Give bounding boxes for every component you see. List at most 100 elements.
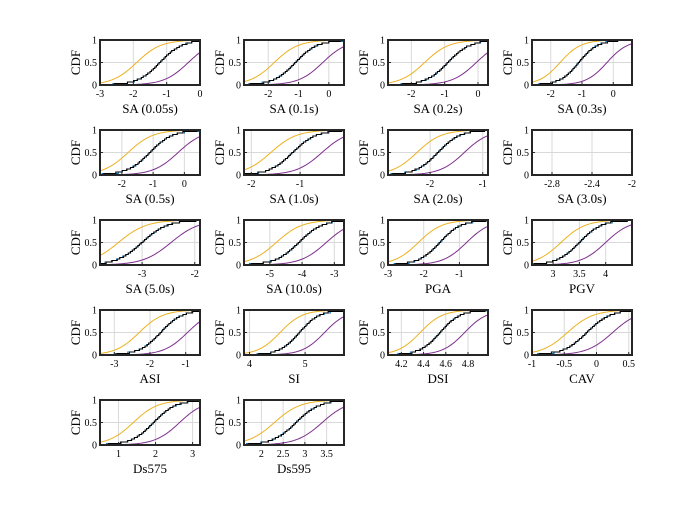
- x-tick-label: -2.4: [584, 179, 600, 190]
- y-axis-label: CDF: [356, 320, 371, 345]
- y-axis-label: CDF: [500, 320, 515, 345]
- x-tick-label: -3: [330, 269, 338, 280]
- x-tick-label: -1: [455, 269, 463, 280]
- y-tick-label: 0.5: [85, 328, 98, 339]
- y-axis-label: CDF: [356, 140, 371, 165]
- empirical-cdf-black: [388, 220, 488, 265]
- x-tick-label: -1: [162, 89, 170, 100]
- x-tick-label: -1: [294, 89, 302, 100]
- x-tick-label: -2: [146, 359, 154, 370]
- y-axis-label: CDF: [500, 230, 515, 255]
- x-axis-label: SA (10.0s): [266, 281, 322, 296]
- y-tick-label: 0.5: [229, 238, 242, 249]
- lower-bound-curve: [388, 135, 488, 175]
- panel-sa03: -2 -1 0 0 0.5 1 SA (0.3s) CDF: [500, 36, 633, 116]
- panel-sa02: -2 -1 0 0 0.5 1 SA (0.2s) CDF: [356, 36, 489, 116]
- panel-si: 4 5 0 0.5 1 SI CDF: [212, 306, 345, 386]
- y-tick-label: 0.5: [517, 58, 530, 69]
- x-tick-label: -1: [528, 359, 536, 370]
- x-tick-label: -2: [129, 89, 137, 100]
- y-tick-label: 0: [236, 441, 241, 452]
- lower-bound-curve: [244, 136, 344, 175]
- empirical-cdf-black: [100, 401, 200, 445]
- upper-bound-curve: [388, 130, 488, 172]
- y-tick-label: 1: [236, 126, 241, 137]
- y-axis-label: CDF: [68, 50, 83, 75]
- panel-sa100: -5 -4 -3 0 0.5 1 SA (10.0s) CDF: [212, 216, 345, 296]
- x-axis-label: SA (5.0s): [125, 281, 174, 296]
- x-axis-label: ASI: [140, 371, 161, 386]
- x-axis-label: SA (2.0s): [413, 191, 462, 206]
- x-tick-label: -1: [440, 89, 448, 100]
- y-tick-label: 0: [380, 351, 385, 362]
- y-tick-label: 0.5: [373, 148, 386, 159]
- x-tick-label: 0: [326, 89, 331, 100]
- y-tick-label: 1: [380, 36, 385, 47]
- upper-bound-curve: [388, 220, 488, 263]
- x-tick-label: 4.8: [462, 359, 475, 370]
- y-tick-label: 1: [380, 216, 385, 227]
- x-tick-label: -0.5: [556, 359, 572, 370]
- y-tick-label: 0.5: [229, 58, 242, 69]
- y-tick-label: 1: [92, 36, 97, 47]
- y-tick-label: 0: [524, 351, 529, 362]
- y-tick-label: 0: [92, 171, 97, 182]
- empirical-cdf-black: [532, 220, 632, 265]
- y-tick-label: 0: [380, 171, 385, 182]
- y-tick-label: 0.5: [85, 418, 98, 429]
- x-tick-label: 2.5: [277, 449, 290, 460]
- panel-dsi: 4.2 4.4 4.6 4.8 0 0.5 1 DSI CDF: [356, 306, 489, 386]
- y-axis-label: CDF: [68, 230, 83, 255]
- x-axis-label: SA (0.2s): [413, 101, 462, 116]
- y-axis-label: CDF: [212, 50, 227, 75]
- y-tick-label: 0: [236, 171, 241, 182]
- panel-cav: -1 -0.5 0 0.5 0 0.5 1 CAV CDF: [500, 306, 635, 387]
- x-axis-label: PGV: [569, 281, 596, 296]
- x-tick-label: -2: [264, 89, 272, 100]
- x-tick-label: 3.5: [573, 269, 586, 280]
- x-axis-label: Ds595: [277, 461, 311, 476]
- y-tick-label: 1: [92, 126, 97, 137]
- empirical-cdf-black: [244, 40, 344, 85]
- x-tick-label: 4.6: [440, 359, 453, 370]
- x-tick-label: -2: [426, 179, 434, 190]
- upper-bound-curve: [100, 400, 200, 443]
- y-axis-label: CDF: [212, 140, 227, 165]
- upper-bound-curve: [244, 400, 344, 442]
- y-tick-label: 1: [92, 216, 97, 227]
- y-tick-label: 1: [236, 306, 241, 317]
- y-axis-label: CDF: [68, 410, 83, 435]
- x-tick-label: -2: [118, 179, 126, 190]
- panel-sa20: -2 -1 0 0.5 1 SA (2.0s) CDF: [356, 126, 489, 206]
- y-tick-label: 1: [380, 306, 385, 317]
- y-tick-label: 0.5: [373, 238, 386, 249]
- upper-bound-curve: [100, 130, 200, 172]
- panel-pga: -3 -2 -1 0 0.5 1 PGA CDF: [356, 216, 489, 296]
- y-tick-label: 0.5: [229, 418, 242, 429]
- x-tick-label: -1: [182, 359, 190, 370]
- empirical-cdf-black: [244, 310, 344, 355]
- y-tick-label: 1: [524, 126, 529, 137]
- x-axis-label: PGA: [425, 281, 452, 296]
- y-tick-label: 1: [236, 216, 241, 227]
- y-tick-label: 0: [524, 171, 529, 182]
- empirical-cdf-black: [532, 40, 632, 85]
- x-tick-label: -2: [247, 179, 255, 190]
- x-tick-label: 4: [247, 359, 252, 370]
- empirical-cdf-black: [244, 221, 344, 265]
- y-axis-label: CDF: [68, 140, 83, 165]
- panel-sa30: -2.8 -2.4 -2 0 0.5 1 SA (3.0s) CDF: [500, 126, 636, 207]
- lower-bound-curve: [100, 52, 200, 85]
- y-axis-label: CDF: [356, 50, 371, 75]
- x-tick-label: 3: [302, 449, 307, 460]
- x-tick-label: -1: [578, 89, 586, 100]
- panel-sa05: -2 -1 0 0 0.5 1 SA (0.5s) CDF: [68, 126, 201, 206]
- panel-ds595: 2 2.5 3 3.5 0 0.5 1 Ds595 CDF: [212, 396, 345, 476]
- y-tick-label: 1: [380, 126, 385, 137]
- x-tick-label: -5: [266, 269, 274, 280]
- x-axis-label: SA (0.3s): [557, 101, 606, 116]
- x-axis-label: SA (3.0s): [557, 191, 606, 206]
- x-tick-label: -3: [110, 359, 118, 370]
- y-tick-label: 0: [92, 261, 97, 272]
